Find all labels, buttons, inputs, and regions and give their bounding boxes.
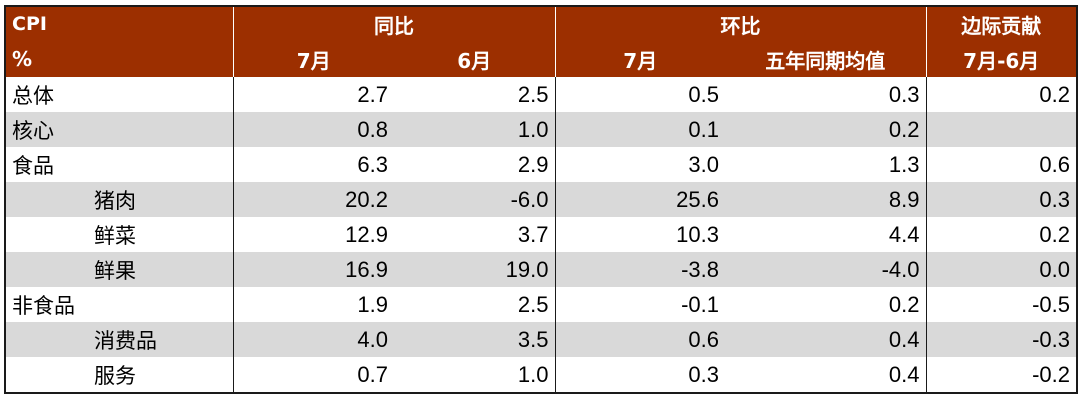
table-cell: 0.0 — [925, 252, 1077, 287]
row-label: 非食品 — [5, 287, 233, 322]
table-cell: 2.7 — [232, 77, 394, 112]
table-cell: 0.1 — [554, 112, 725, 147]
row-label: 核心 — [5, 112, 233, 147]
table-cell: -0.1 — [554, 287, 725, 322]
subheader-yoy-jul: 7月 — [232, 41, 394, 77]
header-marginal-contribution: 边际贡献 — [925, 6, 1077, 41]
table-row: 服务 0.7 1.0 0.3 0.4 -0.2 — [5, 357, 1077, 393]
table-cell: 0.2 — [925, 217, 1077, 252]
table-cell: 4.4 — [725, 217, 926, 252]
table-cell: 0.2 — [925, 77, 1077, 112]
table-row: 非食品 1.9 2.5 -0.1 0.2 -0.5 — [5, 287, 1077, 322]
row-label: 总体 — [5, 77, 233, 112]
table-cell: 4.0 — [232, 322, 394, 357]
row-label: 猪肉 — [5, 182, 233, 217]
table-cell: 0.3 — [554, 357, 725, 393]
header-cpi: CPI — [5, 6, 233, 41]
row-label: 食品 — [5, 147, 233, 182]
table-cell: 25.6 — [554, 182, 725, 217]
table-cell: 1.9 — [232, 287, 394, 322]
table-cell: 12.9 — [232, 217, 394, 252]
table-cell: 0.6 — [925, 147, 1077, 182]
table-row: 总体 2.7 2.5 0.5 0.3 0.2 — [5, 77, 1077, 112]
table-cell: 2.5 — [394, 77, 555, 112]
table-cell: 1.0 — [394, 357, 555, 393]
subheader-mom-5yr-avg: 五年同期均值 — [725, 41, 926, 77]
table-row: 鲜菜 12.9 3.7 10.3 4.4 0.2 — [5, 217, 1077, 252]
table-row: 核心 0.8 1.0 0.1 0.2 — [5, 112, 1077, 147]
table-cell: 0.8 — [232, 112, 394, 147]
table-cell: 0.2 — [725, 112, 926, 147]
table-cell: 0.2 — [725, 287, 926, 322]
header-unit: % — [5, 41, 233, 77]
cpi-table: CPI 同比 环比 边际贡献 % 7月 6月 7月 五年同期均值 7月-6月 总… — [4, 5, 1078, 394]
table-cell: -6.0 — [394, 182, 555, 217]
table-cell: 8.9 — [725, 182, 926, 217]
row-label: 消费品 — [5, 322, 233, 357]
table-row: 消费品 4.0 3.5 0.6 0.4 -0.3 — [5, 322, 1077, 357]
subheader-contrib-diff: 7月-6月 — [925, 41, 1077, 77]
header-yoy: 同比 — [232, 6, 555, 41]
table-cell: 0.4 — [725, 357, 926, 393]
table-cell: 0.6 — [554, 322, 725, 357]
header-row-sub: % 7月 6月 7月 五年同期均值 7月-6月 — [5, 41, 1077, 77]
table-cell — [925, 112, 1077, 147]
table-row: 鲜果 16.9 19.0 -3.8 -4.0 0.0 — [5, 252, 1077, 287]
table-cell: -3.8 — [554, 252, 725, 287]
row-label: 鲜果 — [5, 252, 233, 287]
table-cell: 0.4 — [725, 322, 926, 357]
table-cell: 3.0 — [554, 147, 725, 182]
header-row-groups: CPI 同比 环比 边际贡献 — [5, 6, 1077, 41]
subheader-yoy-jun: 6月 — [394, 41, 555, 77]
table-cell: 3.7 — [394, 217, 555, 252]
table-cell: -4.0 — [725, 252, 926, 287]
table-row: 食品 6.3 2.9 3.0 1.3 0.6 — [5, 147, 1077, 182]
table-cell: 0.3 — [925, 182, 1077, 217]
header-mom: 环比 — [554, 6, 926, 41]
subheader-mom-jul: 7月 — [554, 41, 725, 77]
table-row: 猪肉 20.2 -6.0 25.6 8.9 0.3 — [5, 182, 1077, 217]
table-cell: -0.2 — [925, 357, 1077, 393]
table-cell: 6.3 — [232, 147, 394, 182]
table-cell: 20.2 — [232, 182, 394, 217]
table-cell: 10.3 — [554, 217, 725, 252]
table-cell: 16.9 — [232, 252, 394, 287]
row-label: 服务 — [5, 357, 233, 393]
table-cell: 0.5 — [554, 77, 725, 112]
table-cell: 0.7 — [232, 357, 394, 393]
table-cell: 2.5 — [394, 287, 555, 322]
table-cell: 1.3 — [725, 147, 926, 182]
table-cell: 3.5 — [394, 322, 555, 357]
table-cell: -0.3 — [925, 322, 1077, 357]
table-cell: 19.0 — [394, 252, 555, 287]
table-cell: 2.9 — [394, 147, 555, 182]
table-cell: 0.3 — [725, 77, 926, 112]
table-cell: -0.5 — [925, 287, 1077, 322]
table-cell: 1.0 — [394, 112, 555, 147]
row-label: 鲜菜 — [5, 217, 233, 252]
